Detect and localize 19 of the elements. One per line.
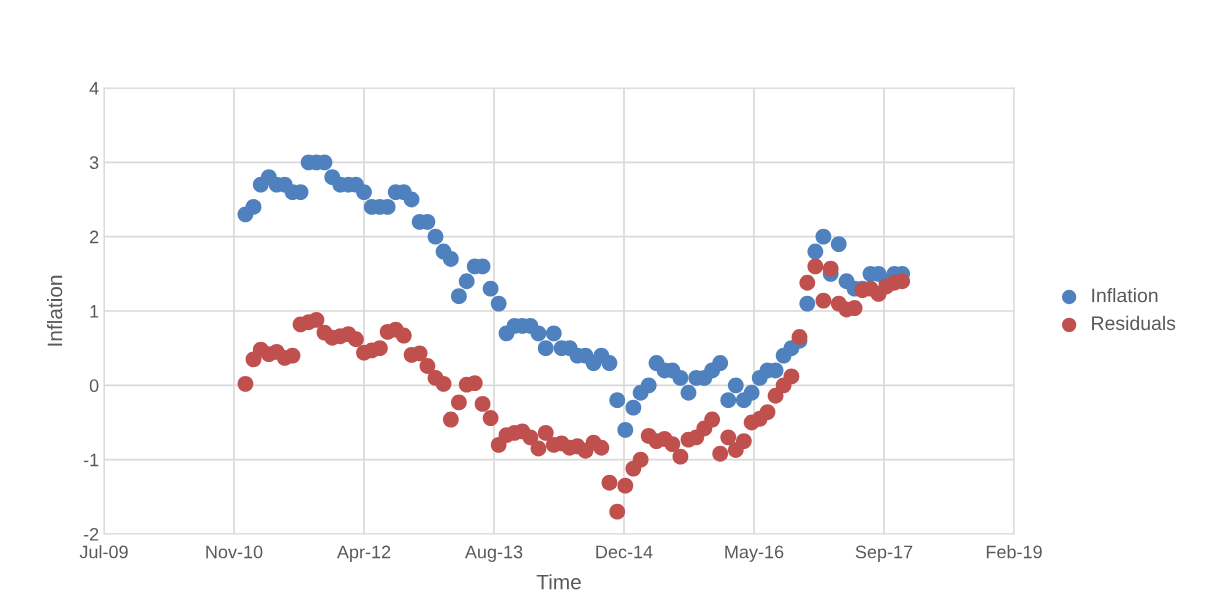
y-tick-label: -2 — [83, 527, 99, 541]
x-tick-label: Apr-12 — [336, 545, 391, 562]
y-tick-label: 1 — [90, 305, 99, 318]
x-tick-label: Jul-09 — [79, 545, 128, 559]
x-tick-label: Feb-19 — [986, 545, 1042, 559]
x-tick-label: Nov-10 — [206, 545, 263, 559]
y-tick-label: -1 — [83, 453, 99, 467]
y-tick-label: 3 — [89, 156, 99, 170]
legend-label: Residuals — [1092, 315, 1176, 331]
x-tick-label: Sep-17 — [855, 545, 913, 562]
y-tick-label: 4 — [89, 82, 99, 95]
y-tick-label: 2 — [90, 230, 99, 244]
x-tick-label: May-16 — [725, 545, 784, 562]
y-tick-label: 0 — [89, 379, 99, 393]
x-tick-label: Dec-14 — [596, 545, 653, 559]
y-axis-title: Inflation — [47, 275, 63, 346]
x-tick-label: Aug-13 — [464, 545, 523, 562]
x-axis-title: Time — [536, 574, 581, 590]
legend-label: Inflation — [1092, 288, 1158, 303]
